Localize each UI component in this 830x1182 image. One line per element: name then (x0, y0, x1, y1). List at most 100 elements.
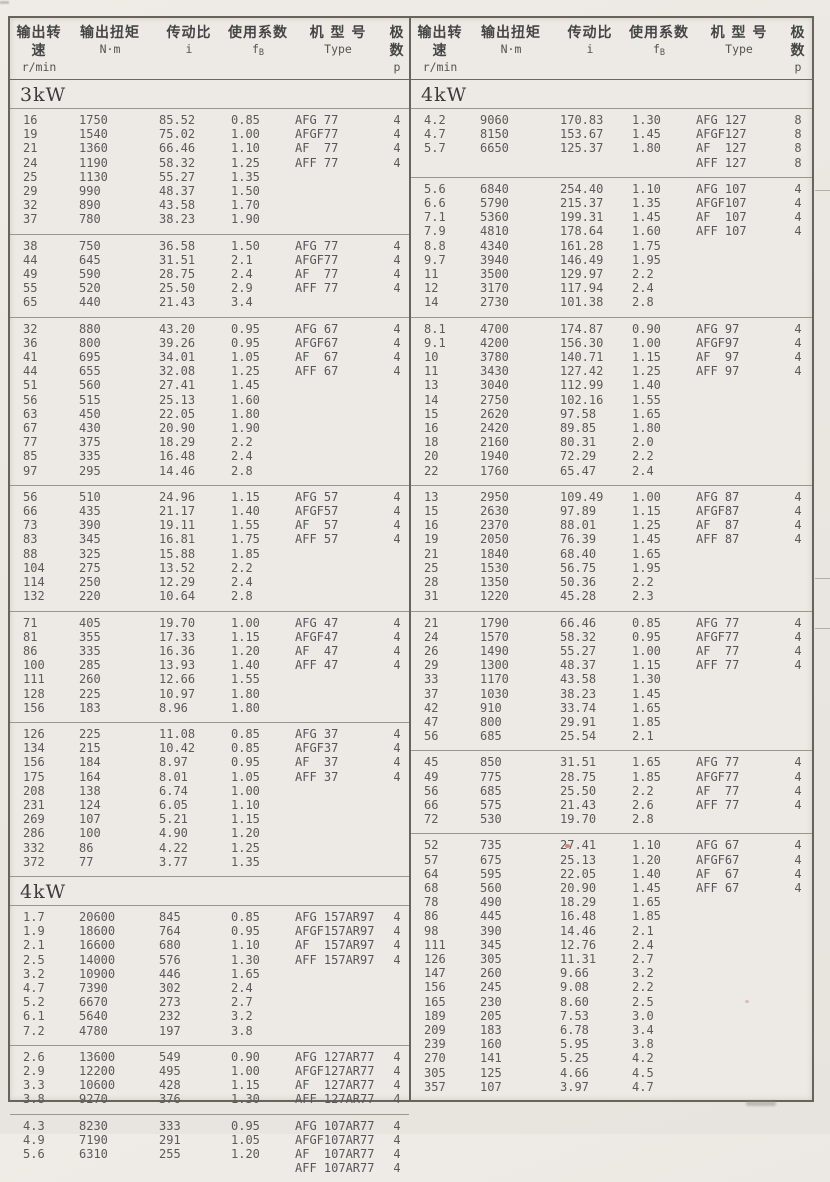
cell-output-speed: 332 (23, 840, 45, 855)
cell-output-torque: 86 (79, 840, 94, 855)
cell-output-speed: 13 (424, 378, 439, 393)
cell-output-speed: 100 (23, 658, 45, 673)
cell-service-factor: 1.25 (632, 364, 661, 379)
cell-service-factor: 0.95 (632, 629, 661, 644)
cell-ratio: 18.29 (560, 895, 597, 910)
cell-output-speed: 19 (424, 532, 439, 547)
cell-type (290, 855, 386, 869)
cell-output-speed: 104 (23, 560, 45, 575)
cell-service-factor: 2.4 (632, 281, 654, 296)
cell-output-torque: 6840 (480, 181, 509, 196)
table-row: 51 560 27.41 1.45 (10, 378, 409, 392)
cell-type: AFG 57 (295, 489, 339, 504)
cell-service-factor: 2.4 (231, 267, 253, 282)
table-row: 57 675 25.13 1.20 AFGF67 4 (411, 853, 812, 867)
cell-output-torque: 225 (79, 686, 101, 701)
cell-output-speed: 5.6 (23, 1147, 45, 1161)
cell-output-speed: 24 (23, 155, 38, 170)
cell-output-torque: 4700 (480, 321, 509, 336)
cell-poles: 4 (393, 518, 401, 533)
cell-poles (787, 561, 809, 575)
cell-ratio: 97.58 (560, 406, 597, 421)
cell-output-torque: 880 (79, 321, 101, 336)
cell-output-speed: 65 (23, 295, 38, 310)
cell-output-speed: 52 (424, 838, 439, 853)
table-row: 29 1300 48.37 1.15 AFF 77 4 (411, 658, 812, 672)
cell-type: AF 97 (696, 350, 740, 365)
table-row: 21 1790 66.46 0.85 AFG 77 4 (411, 616, 812, 630)
cell-output-speed: 41 (23, 350, 38, 365)
cell-service-factor: 1.30 (231, 952, 260, 967)
cell-poles (386, 407, 408, 421)
cell-output-speed: 73 (23, 518, 38, 533)
cell-poles: 4 (794, 335, 802, 350)
table-row: 270 141 5.25 4.2 (411, 1051, 812, 1065)
cell-output-speed: 21 (23, 141, 38, 156)
cell-output-speed: 68 (424, 880, 439, 895)
cell-output-speed: 56 (424, 783, 439, 798)
table-row: 156 183 8.96 1.80 (10, 701, 409, 715)
cell-poles (787, 1066, 809, 1080)
cell-output-torque: 13600 (79, 1049, 116, 1064)
cell-type: AF 77 (696, 643, 740, 658)
cell-type (691, 812, 787, 826)
cell-output-torque: 325 (79, 546, 101, 561)
cell-service-factor: 1.05 (231, 1132, 260, 1147)
cell-poles: 4 (393, 350, 401, 365)
cell-poles (386, 995, 408, 1009)
cell-ratio: 68.40 (560, 546, 597, 561)
cell-output-speed: 64 (424, 866, 439, 881)
cell-type (290, 672, 386, 686)
cell-ratio: 38.23 (159, 212, 196, 227)
cell-output-torque: 3430 (480, 364, 509, 379)
cell-poles: 4 (393, 741, 401, 756)
cell-poles: 4 (393, 1118, 401, 1133)
cell-service-factor: 1.85 (632, 714, 661, 729)
cell-poles (386, 212, 408, 226)
cell-output-speed: 1.9 (23, 924, 45, 939)
cell-ratio: 55.27 (159, 169, 196, 184)
cell-output-speed: 29 (424, 658, 439, 673)
cell-ratio: 43.58 (560, 672, 597, 687)
cell-output-speed: 231 (23, 797, 45, 812)
cell-service-factor: 1.25 (632, 518, 661, 533)
cell-poles: 4 (393, 504, 401, 519)
cell-output-speed: 1.7 (23, 909, 45, 924)
scan-edge-tick (815, 628, 830, 629)
table-row: 72 530 19.70 2.8 (411, 812, 812, 826)
table-row: 372 77 3.77 1.35 (10, 855, 409, 869)
cell-type: AF 37 (295, 755, 339, 770)
cell-service-factor: 1.65 (632, 546, 661, 561)
table-row: 16 2370 88.01 1.25 AF 87 4 (411, 518, 812, 532)
cell-poles (787, 952, 809, 966)
cell-type (290, 184, 386, 198)
header-label: 极数 (790, 25, 806, 59)
cell-output-torque: 430 (79, 421, 101, 436)
cell-output-torque: 345 (79, 532, 101, 547)
cell-poles (787, 1080, 809, 1094)
cell-output-speed: 20 (424, 449, 439, 464)
cell-service-factor: 1.00 (632, 489, 661, 504)
cell-output-speed: 67 (23, 421, 38, 436)
table-row: 77 375 18.29 2.2 (10, 435, 409, 449)
cell-output-torque: 9270 (79, 1092, 108, 1107)
header-label: 输出扭矩 (481, 25, 541, 41)
cell-type: AFF 57 (295, 532, 339, 547)
cell-output-speed: 132 (23, 589, 45, 604)
cell-ratio: 376 (159, 1092, 181, 1107)
table-row: 8.1 4700 174.87 0.90 AFG 97 4 (411, 322, 812, 336)
cell-poles (386, 170, 408, 184)
table-row: 25 1130 55.27 1.35 (10, 170, 409, 184)
table-row: 1.7 20600 845 0.85 AFG 157AR97 4 (10, 910, 409, 924)
cell-output-torque: 4200 (480, 335, 509, 350)
cell-output-speed: 33 (424, 672, 439, 687)
cell-ratio: 66.46 (560, 615, 597, 630)
cell-poles (787, 909, 809, 923)
cell-poles: 4 (794, 518, 802, 533)
cell-ratio: 45.28 (560, 589, 597, 604)
cell-service-factor: 0.95 (231, 1118, 260, 1133)
cell-output-speed: 21 (424, 615, 439, 630)
spec-table: 输出转速 r/min 输出扭矩 N·m 传动比 i 使用系数 fB 机 型 号 (8, 16, 814, 1175)
spec-block: 71 405 19.70 1.00 AFG 47 4 81 355 17.33 1.15 AFGF4… (10, 610, 409, 722)
cell-poles: 4 (393, 755, 401, 770)
